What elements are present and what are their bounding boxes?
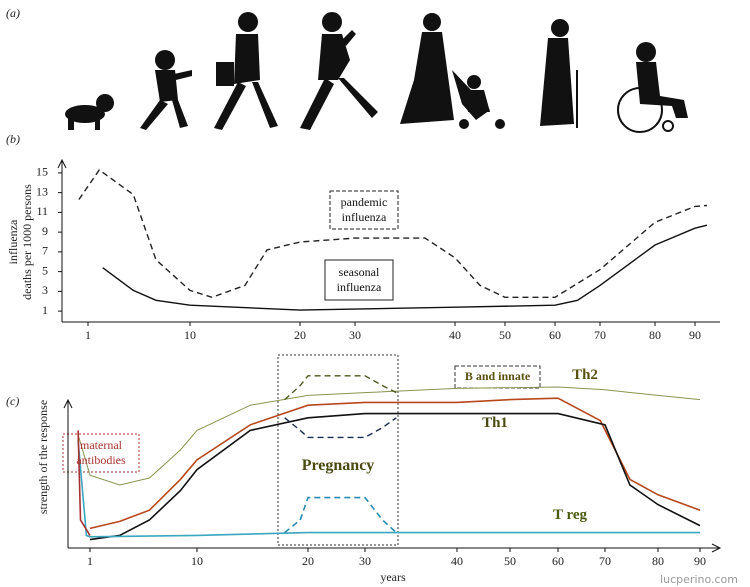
x-tick-label: 50 <box>499 328 511 342</box>
x-tick-label: 40 <box>449 328 461 342</box>
x-tick-label: 90 <box>694 554 706 568</box>
series-label: pandemic influenza <box>340 195 388 224</box>
panel-label: (a) <box>6 6 20 20</box>
annotation-frame <box>324 259 394 301</box>
series-line <box>89 412 701 541</box>
series-line <box>77 430 91 536</box>
y-tick-label: 13 <box>36 184 48 198</box>
x-tick-label: 60 <box>549 328 561 342</box>
y-tick-label: 15 <box>36 165 48 179</box>
x-tick-label: 30 <box>359 554 371 568</box>
x-tick-label: 70 <box>594 328 606 342</box>
series-label: maternal antibodies <box>76 438 126 467</box>
silhouettes <box>65 12 688 130</box>
x-tick-label: 70 <box>599 554 611 568</box>
x-tick-label: 10 <box>191 554 203 568</box>
x-tick-label: 60 <box>552 554 564 568</box>
x-tick-label: 10 <box>184 328 196 342</box>
x-tick-label: 20 <box>294 328 306 342</box>
series-line <box>284 375 397 401</box>
annotation: Pregnancy <box>301 457 375 474</box>
series-line <box>284 417 397 439</box>
wheelchair <box>617 87 674 133</box>
axis-arrow <box>63 398 73 409</box>
panel-label: (c) <box>6 394 19 408</box>
x-tick-label: 80 <box>649 328 661 342</box>
pregnancy-frame <box>277 354 399 546</box>
axis-arrow <box>711 543 722 553</box>
y-axis-label: deaths per 1000 persons <box>20 184 34 300</box>
series-label: Th1 <box>482 415 508 431</box>
y-tick-label: 5 <box>42 263 48 277</box>
series-label: Th2 <box>572 367 598 383</box>
series-line <box>77 440 700 538</box>
panel-label: (b) <box>6 132 20 146</box>
series-label: T reg <box>552 507 588 523</box>
x-axis-label: years <box>380 570 406 584</box>
x-tick-label: 50 <box>504 554 516 568</box>
series-line <box>89 397 701 530</box>
series-label: B and innate <box>464 369 531 383</box>
series-line <box>284 496 397 534</box>
annotation-frame <box>62 433 140 473</box>
y-tick-label: 7 <box>42 244 48 258</box>
x-tick-label: 1 <box>87 554 93 568</box>
series-line <box>102 224 708 311</box>
x-tick-label: 90 <box>689 328 701 342</box>
series-line <box>78 168 708 299</box>
x-tick-label: 40 <box>451 554 463 568</box>
annotation-frame <box>454 365 541 389</box>
y-tick-label: 1 <box>42 303 48 317</box>
series-label: seasonal influenza <box>336 265 382 294</box>
watermark: lucperino.com <box>660 573 738 586</box>
y-tick-label: 3 <box>42 283 48 297</box>
y-axis-label: influenza <box>6 219 20 264</box>
series-line <box>77 386 701 486</box>
y-axis-label: strength of the response <box>36 400 50 514</box>
y-tick-label: 9 <box>42 224 48 238</box>
annotation-frame <box>329 190 399 230</box>
x-tick-label: 20 <box>302 554 314 568</box>
x-tick-label: 80 <box>652 554 664 568</box>
x-tick-label: 30 <box>349 328 361 342</box>
x-tick-label: 1 <box>85 328 91 342</box>
axis-arrow <box>57 158 67 169</box>
y-tick-label: 11 <box>36 204 48 218</box>
